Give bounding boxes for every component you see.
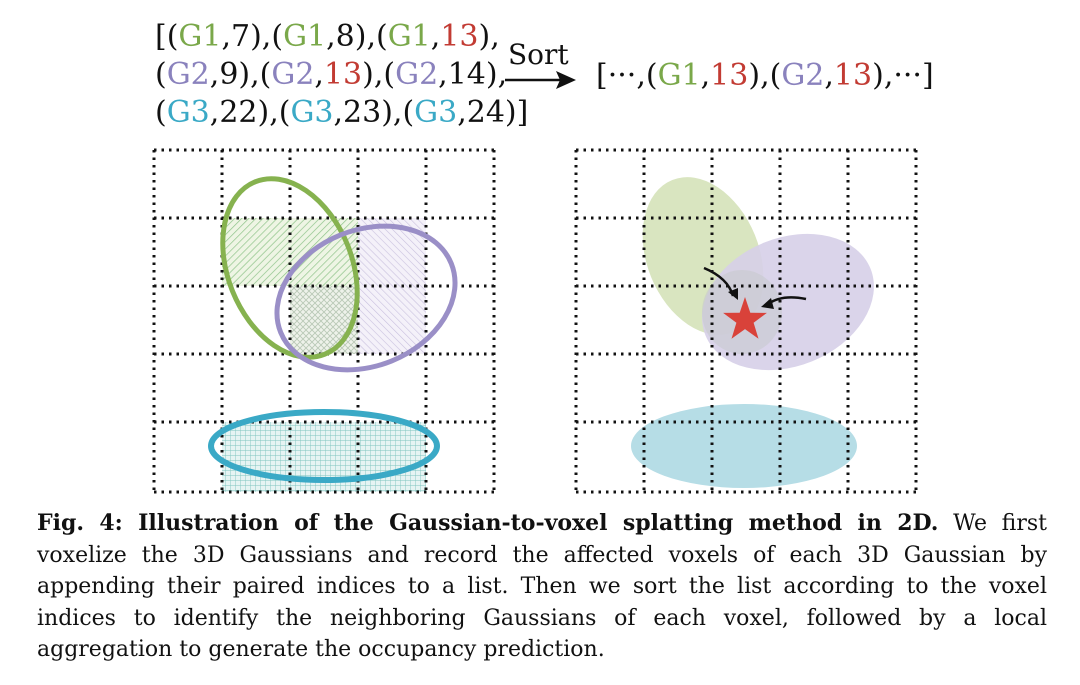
pair-list-segment: 13	[323, 57, 363, 92]
voxel-gaussian-pair-list: [(G1,7),(G1,8),(G1,13), (G2,9),(G2,13),(…	[155, 18, 528, 132]
sorted-list-segment: [···,(	[596, 58, 658, 93]
figure-caption-body: We first voxelize the 3D Gaussians and r…	[37, 511, 1047, 662]
gaussian-g1-outline	[220, 176, 360, 360]
sort-label: Sort	[508, 38, 569, 71]
voxel-g1	[222, 218, 290, 286]
pair-list-segment: ,8),(	[326, 19, 388, 54]
sorted-list-segment: ),···]	[872, 58, 934, 93]
pair-list-segment: G2	[271, 57, 315, 92]
star-icon	[723, 297, 767, 339]
right-grid-panel	[574, 148, 918, 494]
pair-list-segment: G2	[166, 57, 210, 92]
pair-list-line-3: (G3,22),(G3,23),(G3,24)]	[155, 94, 528, 132]
pair-list-segment: ,14),	[438, 57, 508, 92]
voxel-g2	[358, 286, 426, 354]
pair-list-segment: G1	[178, 19, 222, 54]
pair-list-segment: ,24)]	[457, 95, 529, 130]
pair-list-segment: ,22),(	[209, 95, 291, 130]
pair-list-segment: G1	[387, 19, 431, 54]
pair-list-line-2: (G2,9),(G2,13),(G2,14),	[155, 56, 528, 94]
pair-list-segment: (	[155, 95, 167, 130]
left-grid-panel	[152, 148, 496, 494]
pair-list-segment: ,23),(	[333, 95, 415, 130]
figure-caption: Fig. 4: Illustration of the Gaussian-to-…	[37, 508, 1047, 666]
sorted-list-segment: ,	[824, 58, 834, 93]
pair-list-segment: ,	[314, 57, 324, 92]
sorted-list-segment: G2	[781, 58, 825, 93]
pair-list-segment: [(	[155, 19, 179, 54]
voxel-g3	[358, 422, 426, 492]
pair-list-segment: G3	[166, 95, 210, 130]
voxel-g1	[290, 218, 358, 286]
voxel-g3	[222, 422, 290, 492]
gaussian-g2-outline	[274, 223, 458, 373]
sorted-pair-list: [···,(G1,13),(G2,13),···]	[596, 57, 934, 95]
pair-list-segment: (	[155, 57, 167, 92]
sorted-list-segment: G1	[657, 58, 701, 93]
gaussian-g3-filled	[631, 404, 857, 488]
gaussian-g3-outline	[208, 409, 440, 483]
right-arrow-icon	[505, 71, 576, 89]
arrowhead-icon	[761, 298, 774, 309]
pair-list-segment: ,7),(	[221, 19, 284, 54]
sorted-list-segment: 13	[710, 58, 749, 93]
sorted-list-segment: 13	[833, 58, 873, 93]
pair-list-segment: G3	[290, 95, 334, 130]
pair-list-segment: 13	[440, 19, 479, 54]
figure-caption-label: Fig. 4: Illustration of the Gaussian-to-…	[37, 510, 939, 536]
pair-list-line-1: [(G1,7),(G1,8),(G1,13),	[155, 18, 528, 56]
pair-list-segment: G1	[283, 19, 327, 54]
sorted-list-segment: ),(	[748, 58, 782, 93]
voxel-shared	[290, 286, 358, 354]
sorted-list-segment: ,	[700, 58, 711, 93]
arrowhead-icon	[728, 288, 738, 300]
splatting-diagram	[152, 71, 918, 494]
pair-list-segment: ,9),(	[209, 57, 272, 92]
pair-list-segment: G2	[395, 57, 439, 92]
pair-list-segment: ),	[478, 19, 500, 54]
pair-list-segment: G3	[414, 95, 458, 130]
pair-list-segment: ),(	[362, 57, 396, 92]
pair-list-segment: ,	[430, 19, 441, 54]
